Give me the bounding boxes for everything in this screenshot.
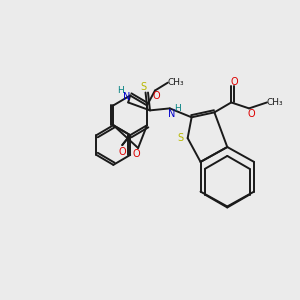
Text: O: O <box>230 76 238 87</box>
Text: H: H <box>174 104 181 113</box>
Text: S: S <box>178 133 184 143</box>
Text: N: N <box>122 92 130 101</box>
Text: CH₃: CH₃ <box>167 78 184 87</box>
Text: O: O <box>118 147 126 157</box>
Text: O: O <box>132 149 140 159</box>
Text: N: N <box>168 109 176 119</box>
Text: CH₃: CH₃ <box>266 98 283 107</box>
Text: S: S <box>140 82 146 92</box>
Text: O: O <box>247 109 255 119</box>
Text: O: O <box>152 91 160 100</box>
Text: H: H <box>117 86 124 95</box>
